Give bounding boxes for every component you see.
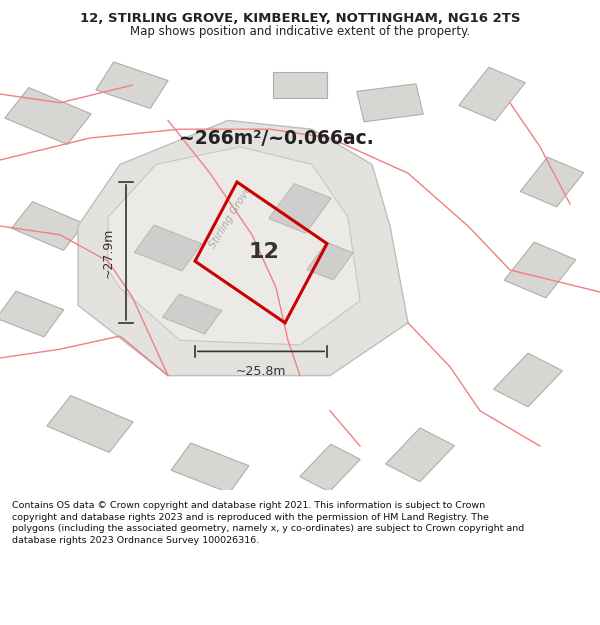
Text: Map shows position and indicative extent of the property.: Map shows position and indicative extent… — [130, 24, 470, 38]
Text: 12, STIRLING GROVE, KIMBERLEY, NOTTINGHAM, NG16 2TS: 12, STIRLING GROVE, KIMBERLEY, NOTTINGHA… — [80, 12, 520, 26]
Polygon shape — [504, 242, 576, 298]
Polygon shape — [5, 88, 91, 144]
Text: ~25.8m: ~25.8m — [236, 365, 286, 378]
Polygon shape — [459, 68, 525, 121]
Polygon shape — [386, 428, 454, 482]
Polygon shape — [300, 444, 360, 492]
Polygon shape — [494, 353, 562, 407]
Text: Stirling Grove: Stirling Grove — [208, 184, 254, 250]
Polygon shape — [163, 294, 221, 334]
Polygon shape — [273, 72, 327, 98]
Polygon shape — [134, 225, 202, 271]
Text: ~27.9m: ~27.9m — [101, 228, 115, 278]
Text: ~266m²/~0.066ac.: ~266m²/~0.066ac. — [179, 129, 373, 148]
Polygon shape — [357, 84, 423, 122]
Polygon shape — [171, 443, 249, 493]
Polygon shape — [78, 121, 408, 376]
Text: Contains OS data © Crown copyright and database right 2021. This information is : Contains OS data © Crown copyright and d… — [12, 501, 524, 545]
Polygon shape — [11, 202, 85, 251]
Polygon shape — [108, 147, 360, 345]
Polygon shape — [0, 291, 64, 337]
Polygon shape — [269, 184, 331, 233]
Polygon shape — [47, 396, 133, 452]
Text: 12: 12 — [248, 242, 280, 262]
Polygon shape — [96, 62, 168, 109]
Polygon shape — [307, 242, 353, 280]
Polygon shape — [520, 157, 584, 207]
